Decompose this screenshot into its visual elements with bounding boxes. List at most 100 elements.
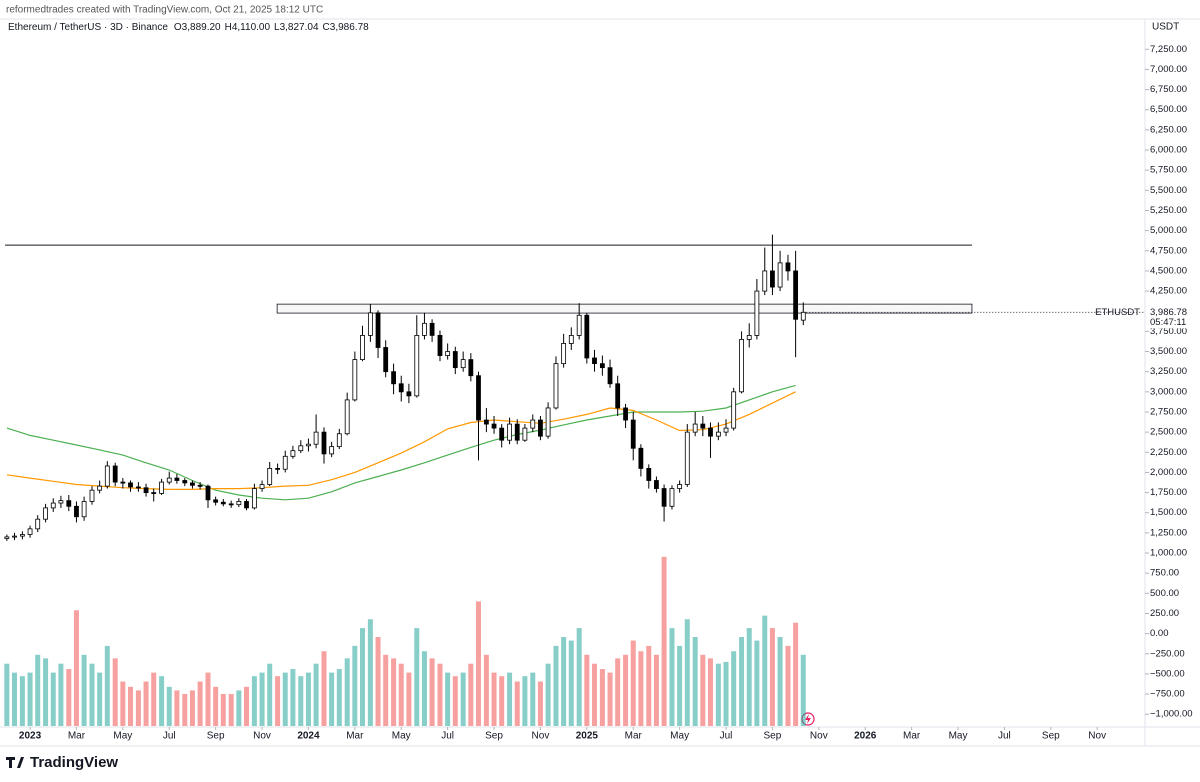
y-tick-label: 6,000.00 bbox=[1150, 145, 1187, 156]
x-tick-label: Sep bbox=[764, 731, 782, 742]
volume-bar bbox=[677, 645, 683, 726]
candle-body bbox=[684, 431, 690, 485]
candle-body bbox=[104, 465, 110, 487]
candle-body bbox=[35, 518, 41, 530]
volume-bar bbox=[623, 654, 629, 726]
candle-body bbox=[646, 468, 652, 481]
volume-bar bbox=[692, 637, 698, 726]
y-tick-label: 2,000.00 bbox=[1150, 467, 1187, 478]
volume-bar bbox=[669, 628, 675, 726]
candle-body bbox=[89, 489, 95, 502]
volume-bar bbox=[537, 681, 543, 726]
candle-body bbox=[429, 322, 435, 336]
candle-body bbox=[576, 314, 582, 336]
x-tick-label: May bbox=[949, 731, 968, 742]
volume-bar bbox=[66, 669, 72, 726]
volume-bar bbox=[421, 651, 427, 726]
volume-bar bbox=[282, 672, 288, 726]
candle-body bbox=[630, 419, 636, 449]
candle-body bbox=[414, 335, 420, 397]
candle-body bbox=[81, 501, 87, 518]
volume-bar bbox=[785, 645, 791, 726]
volume-bar bbox=[290, 669, 296, 726]
symbol-label: ETHUSDT bbox=[1095, 307, 1140, 318]
candle-body bbox=[770, 270, 775, 288]
volume-bar bbox=[383, 654, 389, 726]
x-tick-label: 2025 bbox=[576, 731, 599, 742]
volume-bar bbox=[661, 556, 667, 726]
volume-bar bbox=[275, 676, 281, 726]
candle-body bbox=[267, 468, 273, 485]
candle-body bbox=[723, 427, 729, 433]
candle-body bbox=[700, 423, 706, 429]
volume-bar bbox=[244, 686, 250, 726]
volume-bar bbox=[104, 645, 110, 726]
volume-bar bbox=[800, 654, 806, 726]
candle-body bbox=[599, 363, 605, 369]
volume-bar bbox=[151, 672, 157, 726]
volume-bar bbox=[35, 654, 41, 726]
y-tick-label: 2,750.00 bbox=[1150, 406, 1187, 417]
volume-bar bbox=[700, 654, 706, 726]
x-tick-label: 2026 bbox=[854, 731, 877, 742]
volume-bar bbox=[406, 672, 412, 726]
volume-bar bbox=[653, 654, 659, 726]
candle-body bbox=[800, 311, 806, 321]
candle-body bbox=[112, 465, 118, 483]
volume-bar bbox=[197, 681, 203, 726]
candle-body bbox=[282, 455, 288, 470]
volume-bar bbox=[174, 690, 180, 726]
x-tick-label: Mar bbox=[903, 731, 921, 742]
candle-body bbox=[27, 528, 33, 535]
volume-bar bbox=[182, 693, 188, 726]
candle-body bbox=[313, 431, 319, 445]
volume-bar bbox=[561, 637, 567, 726]
x-tick-label: Sep bbox=[207, 731, 225, 742]
volume-bar bbox=[344, 658, 350, 726]
volume-bar bbox=[646, 645, 652, 726]
candle-body bbox=[661, 488, 667, 507]
volume-bar bbox=[607, 672, 613, 726]
y-tick-label: 6,250.00 bbox=[1150, 124, 1187, 135]
legend: Ethereum / TetherUS · 3D · Binance O3,889… bbox=[8, 22, 369, 33]
x-tick-label: Jul bbox=[720, 731, 733, 742]
candle-body bbox=[166, 477, 172, 483]
candle-body bbox=[336, 433, 342, 448]
volume-bar bbox=[58, 663, 64, 726]
volume-bar bbox=[391, 658, 397, 726]
candle-body bbox=[437, 335, 443, 356]
candle-body bbox=[321, 431, 327, 455]
candle-body bbox=[74, 505, 79, 518]
volume-bar bbox=[452, 676, 458, 726]
candle-body bbox=[607, 367, 613, 385]
y-tick-label: 3,500.00 bbox=[1150, 346, 1187, 357]
volume-bar bbox=[205, 672, 211, 726]
volume-bar bbox=[576, 628, 582, 726]
candle-body bbox=[777, 262, 783, 288]
volume-bar bbox=[329, 672, 335, 726]
x-tick-label: Sep bbox=[485, 731, 503, 742]
x-tick-label: May bbox=[113, 731, 132, 742]
volume-bar bbox=[630, 640, 636, 726]
candle-body bbox=[561, 343, 567, 365]
candle-body bbox=[12, 535, 17, 538]
y-tick-label: 5,250.00 bbox=[1150, 205, 1187, 216]
volume-bar bbox=[615, 658, 621, 726]
volume-bar bbox=[530, 672, 536, 726]
volume-bar bbox=[762, 615, 768, 726]
x-tick-label: Mar bbox=[346, 731, 364, 742]
volume-bar bbox=[460, 672, 466, 726]
volume-bar bbox=[739, 637, 745, 726]
candle-body bbox=[228, 503, 234, 506]
candle-body bbox=[553, 363, 559, 409]
volume-bar bbox=[313, 663, 319, 726]
moving-average bbox=[6, 384, 796, 501]
candle-body bbox=[220, 501, 226, 505]
candle-body bbox=[514, 423, 520, 441]
volume-bar bbox=[27, 672, 33, 726]
volume-bar bbox=[445, 672, 451, 726]
y-tick-label: 2,500.00 bbox=[1150, 427, 1187, 438]
candle-body bbox=[159, 481, 164, 494]
